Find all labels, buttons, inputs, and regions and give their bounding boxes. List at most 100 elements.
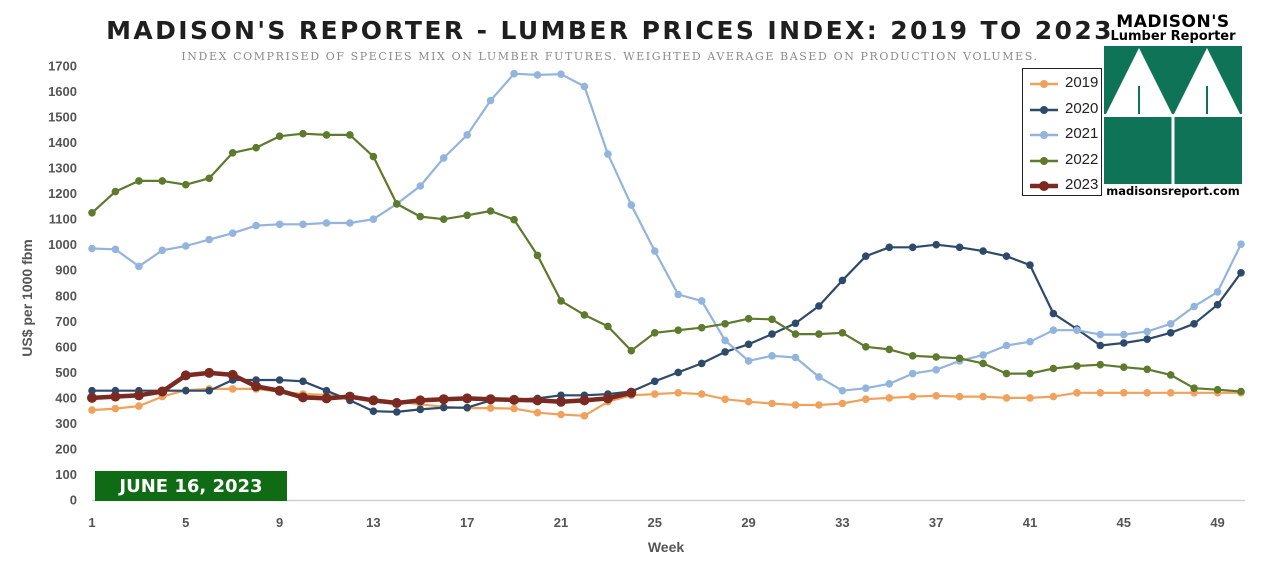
data-point-2019 bbox=[862, 395, 870, 404]
tree-triangles-logo-icon bbox=[1104, 46, 1242, 184]
data-point-2023 bbox=[579, 395, 590, 406]
data-point-2021 bbox=[182, 242, 190, 250]
data-point-2019 bbox=[557, 410, 565, 419]
data-point-2022 bbox=[1096, 360, 1105, 369]
x-tick-label: 17 bbox=[460, 515, 474, 530]
data-point-2022 bbox=[510, 215, 518, 224]
data-point-2022 bbox=[322, 131, 331, 139]
series-2023 bbox=[87, 367, 637, 408]
chart-subtitle: INDEX COMPRISED OF SPECIES MIX ON LUMBER… bbox=[181, 50, 1039, 63]
data-point-2019 bbox=[510, 404, 518, 413]
date-badge: JUNE 16, 2023 bbox=[95, 471, 287, 501]
data-point-2023 bbox=[438, 394, 449, 405]
data-point-2019 bbox=[908, 392, 917, 401]
data-point-2020 bbox=[979, 247, 987, 255]
data-point-2020 bbox=[1096, 341, 1105, 350]
data-point-2020 bbox=[908, 243, 917, 252]
data-point-2022 bbox=[791, 330, 800, 338]
x-tick-label: 45 bbox=[1117, 515, 1131, 530]
data-point-2022 bbox=[346, 131, 354, 139]
data-point-2022 bbox=[463, 211, 472, 220]
data-point-2022 bbox=[111, 187, 120, 196]
x-axis-label: Week bbox=[648, 539, 685, 555]
data-point-2019 bbox=[979, 392, 987, 401]
data-point-2021 bbox=[416, 182, 425, 190]
legend-label: 2019 bbox=[1065, 74, 1099, 91]
data-point-2021 bbox=[768, 352, 776, 360]
data-point-2022 bbox=[439, 215, 448, 223]
legend-label: 2021 bbox=[1065, 125, 1099, 142]
data-point-2021 bbox=[1096, 330, 1105, 339]
data-point-2021 bbox=[1213, 288, 1222, 296]
data-point-2023 bbox=[462, 393, 473, 404]
y-tick-label: 900 bbox=[55, 263, 77, 278]
data-point-2020 bbox=[1120, 339, 1128, 347]
data-point-2023 bbox=[321, 393, 332, 404]
data-point-2020 bbox=[932, 240, 940, 249]
data-point-2019 bbox=[1143, 389, 1151, 397]
data-point-2020 bbox=[1026, 261, 1034, 269]
data-point-2023 bbox=[532, 395, 543, 406]
legend-swatch bbox=[1030, 181, 1058, 191]
data-point-2022 bbox=[862, 343, 870, 351]
data-point-2021 bbox=[1026, 337, 1034, 346]
data-point-2020 bbox=[862, 252, 870, 260]
data-point-2023 bbox=[626, 387, 637, 398]
data-point-2019 bbox=[697, 390, 706, 398]
data-point-2023 bbox=[509, 394, 520, 405]
data-point-2020 bbox=[721, 348, 729, 356]
x-tick-label: 33 bbox=[835, 515, 849, 530]
data-point-2020 bbox=[369, 407, 378, 416]
y-tick-label: 1200 bbox=[48, 186, 77, 201]
data-point-2021 bbox=[533, 71, 542, 79]
data-point-2022 bbox=[1049, 364, 1058, 373]
data-point-2023 bbox=[368, 395, 379, 406]
data-point-2022 bbox=[393, 200, 401, 208]
data-point-2021 bbox=[369, 215, 378, 223]
data-point-2022 bbox=[205, 174, 213, 183]
legend-swatch-marker bbox=[1040, 80, 1048, 88]
y-axis: 0 100 200 300 400 500 600 700 800 900 1000 1100 1200… bbox=[48, 59, 77, 508]
logo-url: madisonsreport.com bbox=[1106, 184, 1240, 198]
data-point-2021 bbox=[439, 154, 448, 162]
data-point-2021 bbox=[932, 366, 940, 374]
logo-tagline: Lumber Reporter bbox=[1110, 29, 1236, 44]
data-point-2019 bbox=[580, 412, 589, 420]
y-tick-label: 500 bbox=[55, 365, 77, 380]
x-axis: 1 5 9 13 17 21 25 29 33 37 41 45 49 bbox=[88, 515, 1224, 530]
data-point-2021 bbox=[697, 297, 706, 305]
data-point-2023 bbox=[602, 393, 613, 404]
data-point-2020 bbox=[768, 330, 776, 338]
data-point-2023 bbox=[227, 369, 238, 380]
data-point-2023 bbox=[298, 392, 308, 403]
x-tick-label: 37 bbox=[929, 515, 943, 530]
data-point-2023 bbox=[415, 395, 426, 406]
data-point-2022 bbox=[88, 209, 96, 217]
data-point-2020 bbox=[838, 276, 847, 285]
data-point-2022 bbox=[1002, 369, 1011, 378]
y-tick-label: 600 bbox=[55, 339, 77, 354]
series-line-2019 bbox=[91, 387, 1241, 417]
data-point-2020 bbox=[322, 386, 331, 395]
data-point-2019 bbox=[1026, 394, 1034, 402]
data-point-2022 bbox=[299, 129, 307, 138]
data-point-2021 bbox=[275, 220, 284, 229]
data-point-2019 bbox=[135, 402, 143, 410]
data-point-2022 bbox=[275, 132, 284, 140]
data-point-2021 bbox=[1120, 330, 1128, 339]
data-point-2019 bbox=[955, 392, 964, 401]
data-point-2021 bbox=[1002, 341, 1011, 350]
y-tick-label: 200 bbox=[55, 441, 77, 456]
data-point-2020 bbox=[416, 405, 425, 414]
data-point-2020 bbox=[815, 302, 823, 310]
x-tick-label: 41 bbox=[1023, 515, 1037, 530]
data-point-2023 bbox=[485, 394, 496, 405]
data-point-2021 bbox=[322, 219, 331, 227]
legend-label: 2022 bbox=[1065, 150, 1099, 168]
data-point-2022 bbox=[1237, 387, 1245, 396]
data-point-2022 bbox=[744, 314, 753, 323]
x-tick-label: 13 bbox=[366, 515, 380, 530]
series-line-2023 bbox=[91, 370, 632, 406]
y-tick-label: 0 bbox=[70, 493, 77, 508]
legend-swatch bbox=[1030, 105, 1058, 114]
